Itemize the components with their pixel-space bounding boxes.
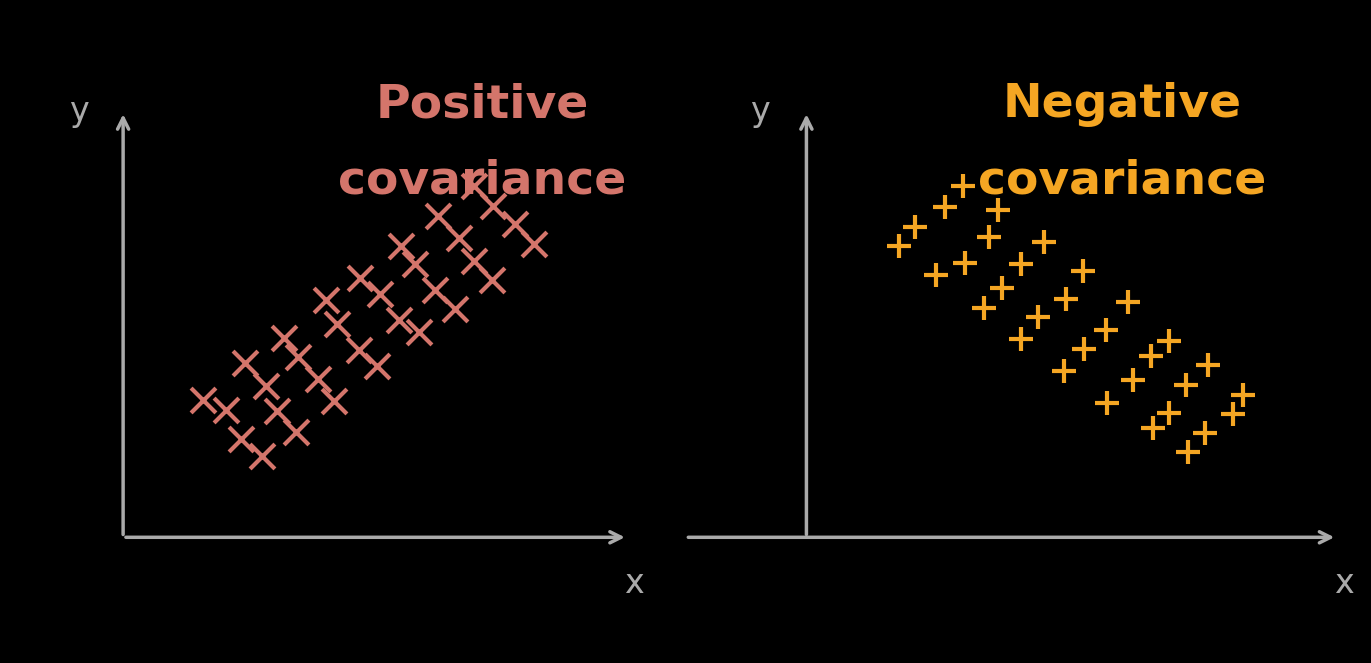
Point	[230, 433, 252, 444]
Point	[887, 241, 909, 251]
Point	[307, 374, 329, 385]
Point	[215, 405, 237, 416]
Point	[1010, 334, 1032, 345]
Point	[273, 332, 295, 343]
Point	[350, 272, 372, 283]
Point	[925, 269, 947, 280]
Point	[481, 201, 503, 211]
Point	[1034, 237, 1056, 248]
Point	[324, 396, 345, 406]
Point	[1073, 344, 1095, 355]
Point	[1117, 297, 1139, 308]
Text: Negative: Negative	[1002, 82, 1242, 127]
Point	[953, 180, 975, 191]
Point	[192, 395, 214, 406]
Point	[314, 295, 336, 306]
Point	[903, 221, 925, 232]
Point	[1010, 259, 1032, 269]
Point	[266, 406, 288, 416]
Point	[1176, 446, 1198, 457]
Point	[1097, 398, 1119, 408]
Point	[973, 302, 995, 313]
Text: y: y	[750, 95, 769, 128]
Text: x: x	[1334, 568, 1353, 601]
Text: x: x	[624, 568, 644, 601]
Point	[935, 202, 957, 213]
Point	[481, 274, 503, 285]
Point	[1142, 422, 1164, 433]
Point	[409, 327, 430, 337]
Point	[987, 205, 1009, 215]
Point	[1175, 380, 1197, 391]
Point	[285, 426, 307, 437]
Text: Positive: Positive	[376, 82, 590, 127]
Point	[462, 256, 484, 267]
Point	[234, 358, 256, 369]
Text: covariance: covariance	[978, 158, 1267, 203]
Point	[991, 282, 1013, 293]
Point	[424, 285, 446, 296]
Point	[255, 381, 277, 391]
Point	[251, 451, 273, 461]
Point	[1121, 375, 1143, 385]
Point	[1072, 265, 1094, 276]
Point	[978, 231, 999, 242]
Point	[1222, 408, 1243, 419]
Point	[1194, 428, 1216, 438]
Point	[369, 289, 391, 300]
Point	[503, 219, 525, 229]
Point	[522, 239, 544, 250]
Text: y: y	[69, 95, 89, 128]
Point	[1094, 325, 1116, 335]
Point	[1053, 365, 1075, 376]
Point	[348, 345, 370, 355]
Point	[954, 258, 976, 269]
Point	[326, 319, 348, 330]
Point	[288, 351, 310, 362]
Point	[1054, 294, 1076, 304]
Point	[388, 315, 410, 326]
Point	[1233, 390, 1254, 400]
Point	[1158, 407, 1180, 418]
Point	[444, 304, 466, 314]
Point	[366, 360, 388, 371]
Point	[1027, 312, 1049, 322]
Point	[389, 241, 411, 251]
Point	[448, 233, 470, 244]
Point	[1141, 351, 1163, 361]
Point	[404, 259, 426, 269]
Text: covariance: covariance	[339, 158, 627, 203]
Point	[1197, 360, 1219, 371]
Point	[463, 181, 485, 192]
Point	[426, 211, 448, 221]
Point	[1158, 335, 1180, 346]
